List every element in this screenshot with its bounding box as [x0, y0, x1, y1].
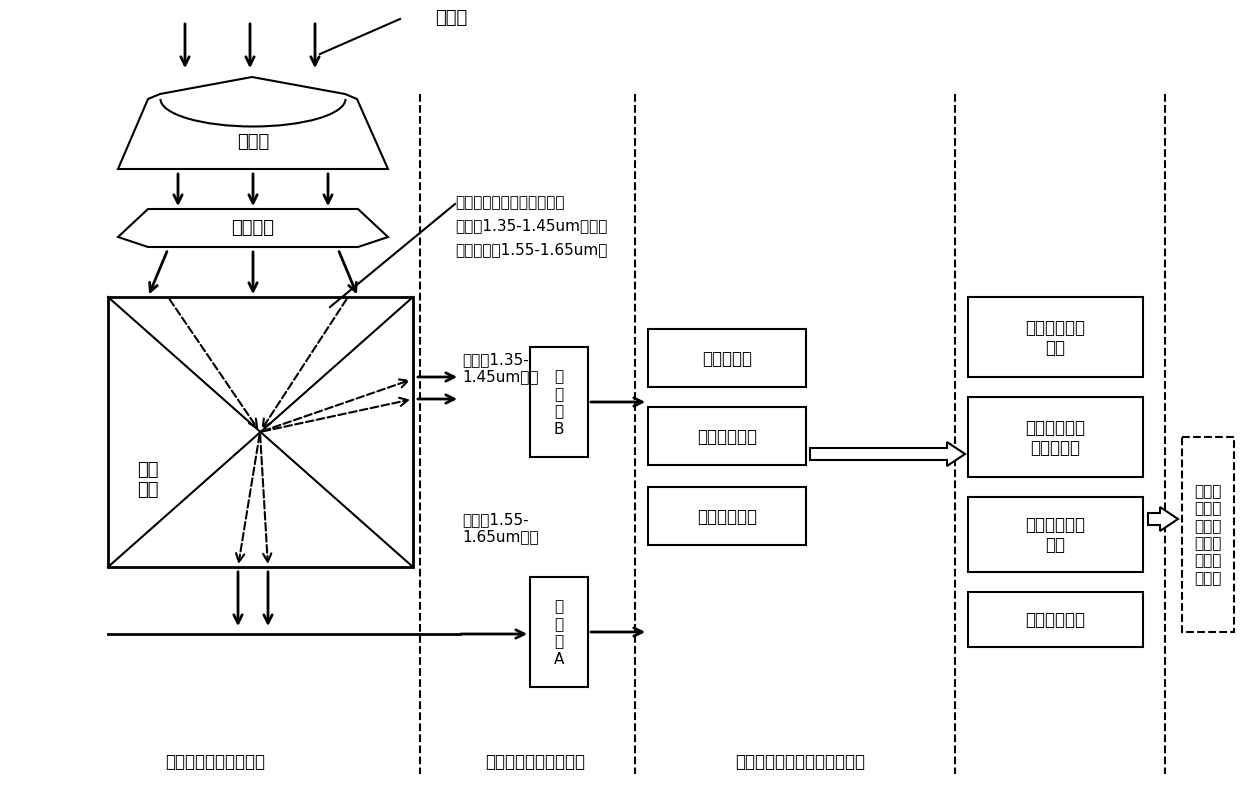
Text: 透射的1.55-
1.65um波段: 透射的1.55- 1.65um波段: [463, 512, 538, 544]
Text: 分光棱鈥镀膜面：反射光谱
范围为1.35-1.45um；透射
光谱范围为1.55-1.65um。: 分光棱鈥镀膜面：反射光谱 范围为1.35-1.45um；透射 光谱范围为1.55…: [455, 195, 608, 256]
Text: 遂光罩: 遂光罩: [237, 132, 269, 151]
Text: 探
测
器
A: 探 测 器 A: [554, 599, 564, 666]
Text: 前置处理板: 前置处理板: [702, 349, 751, 368]
Text: 双光路图像像
素对齐标定: 双光路图像像 素对齐标定: [1025, 418, 1085, 457]
Bar: [968, 397, 1143, 478]
Polygon shape: [118, 210, 388, 247]
Text: 光学鈥头: 光学鈥头: [232, 218, 274, 237]
Text: 探
测
器
B: 探 测 器 B: [554, 369, 564, 436]
Text: 差分图像灰度
匹配: 差分图像灰度 匹配: [1025, 515, 1085, 554]
Bar: [968, 593, 1143, 647]
Text: 图像处理电路: 图像处理电路: [697, 507, 756, 525]
Text: 控制处理电路: 控制处理电路: [697, 427, 756, 446]
Text: 反射的1.35-
1.45um波段: 反射的1.35- 1.45um波段: [463, 352, 538, 384]
Text: 双探测器协同
处理: 双探测器协同 处理: [1025, 318, 1085, 357]
Text: 入射光: 入射光: [435, 9, 467, 27]
Bar: [968, 298, 1143, 377]
Text: 图像探测及预处理组件: 图像探测及预处理组件: [485, 752, 585, 770]
Bar: [649, 329, 806, 388]
Bar: [529, 348, 588, 458]
Bar: [968, 497, 1143, 573]
Bar: [1182, 438, 1234, 632]
Text: 分光
棱鈥: 分光 棱鈥: [138, 460, 159, 499]
Polygon shape: [810, 442, 965, 467]
Bar: [529, 577, 588, 687]
Bar: [108, 298, 413, 567]
Polygon shape: [1148, 507, 1178, 532]
Text: 分光谱双光路光学系统: 分光谱双光路光学系统: [165, 752, 265, 770]
Text: 抑制白
天大气
湍流效
应的大
视场测
星图像: 抑制白 天大气 湍流效 应的大 视场测 星图像: [1194, 483, 1221, 585]
Bar: [649, 487, 806, 545]
Text: 差分图像处理标定方法与算法: 差分图像处理标定方法与算法: [735, 752, 866, 770]
Bar: [649, 407, 806, 466]
Text: 图像差分算法: 图像差分算法: [1025, 610, 1085, 628]
Polygon shape: [118, 78, 388, 169]
